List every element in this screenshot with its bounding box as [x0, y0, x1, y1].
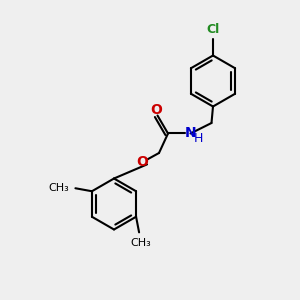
Text: CH₃: CH₃: [130, 238, 151, 248]
Text: N: N: [185, 127, 196, 140]
Text: Cl: Cl: [206, 23, 220, 36]
Text: CH₃: CH₃: [48, 183, 69, 193]
Text: O: O: [150, 103, 162, 117]
Text: O: O: [136, 155, 148, 169]
Text: H: H: [194, 132, 204, 146]
